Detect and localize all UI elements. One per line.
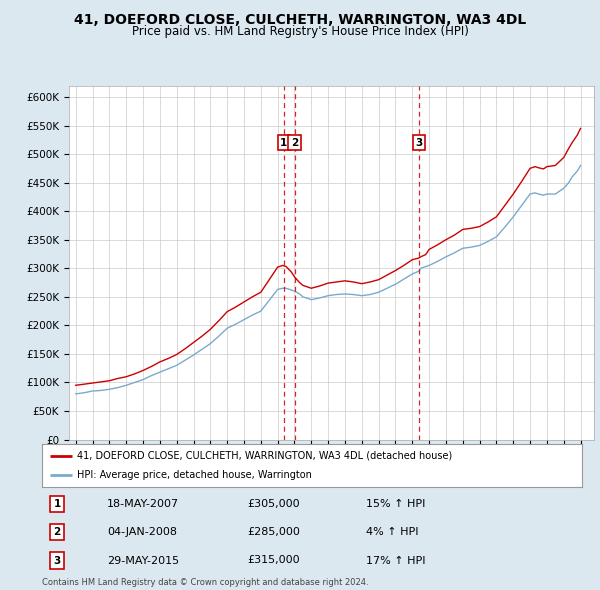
Text: HPI: Average price, detached house, Warrington: HPI: Average price, detached house, Warr… — [77, 470, 312, 480]
Text: 15% ↑ HPI: 15% ↑ HPI — [366, 499, 425, 509]
Text: 4% ↑ HPI: 4% ↑ HPI — [366, 527, 419, 537]
Text: £315,000: £315,000 — [247, 556, 300, 565]
Text: 17% ↑ HPI: 17% ↑ HPI — [366, 556, 425, 565]
Text: 2: 2 — [53, 527, 61, 537]
Text: 41, DOEFORD CLOSE, CULCHETH, WARRINGTON, WA3 4DL (detached house): 41, DOEFORD CLOSE, CULCHETH, WARRINGTON,… — [77, 451, 452, 461]
Text: 1: 1 — [280, 137, 287, 148]
Text: Contains HM Land Registry data © Crown copyright and database right 2024.: Contains HM Land Registry data © Crown c… — [42, 578, 368, 586]
Text: 18-MAY-2007: 18-MAY-2007 — [107, 499, 179, 509]
Text: 3: 3 — [53, 556, 61, 565]
Text: 2: 2 — [291, 137, 298, 148]
Text: 04-JAN-2008: 04-JAN-2008 — [107, 527, 177, 537]
Text: £285,000: £285,000 — [247, 527, 300, 537]
Text: 29-MAY-2015: 29-MAY-2015 — [107, 556, 179, 565]
Text: 3: 3 — [416, 137, 423, 148]
Text: £305,000: £305,000 — [247, 499, 300, 509]
Text: 41, DOEFORD CLOSE, CULCHETH, WARRINGTON, WA3 4DL: 41, DOEFORD CLOSE, CULCHETH, WARRINGTON,… — [74, 13, 526, 27]
Text: Price paid vs. HM Land Registry's House Price Index (HPI): Price paid vs. HM Land Registry's House … — [131, 25, 469, 38]
Text: 1: 1 — [53, 499, 61, 509]
